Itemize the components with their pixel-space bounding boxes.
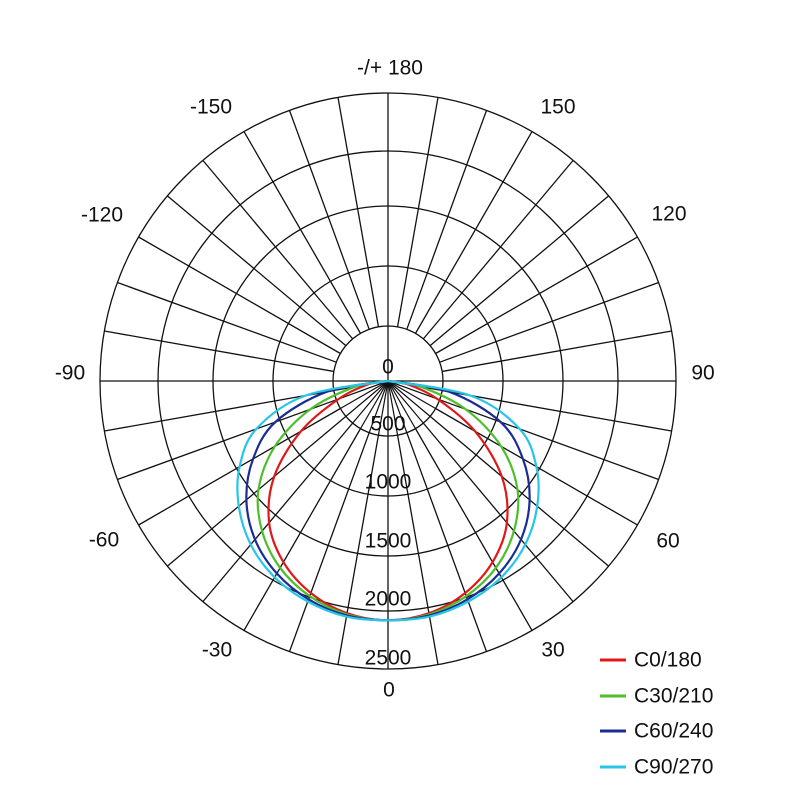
grid-spoke-inner	[387, 380, 424, 424]
grid-spoke-inner	[359, 380, 389, 429]
series-group	[236, 379, 540, 622]
grid-spoke	[414, 131, 533, 334]
grid-spoke	[337, 97, 380, 327]
series-curve-c90-270	[236, 379, 540, 622]
grid-spoke-inner	[368, 380, 389, 433]
radial-labels: 0 500 1000 1500 2000 2500	[365, 356, 412, 670]
angle-tick-label: 150	[540, 96, 575, 119]
angle-tick-label: -30	[202, 639, 232, 662]
grid-spoke	[117, 281, 337, 363]
legend-label: C60/240	[634, 720, 713, 743]
grid-spoke-inner	[377, 380, 389, 436]
grid-spoke-inner	[387, 380, 436, 410]
grid-spoke	[435, 236, 638, 355]
angle-tick-label: -150	[190, 96, 232, 119]
grid-spoke	[442, 330, 672, 373]
angle-tick-label: -120	[81, 204, 123, 227]
grid-spoke	[166, 415, 347, 567]
grid-spoke	[288, 432, 370, 652]
angle-tick-label: 60	[656, 530, 679, 553]
angle-tick-label: 90	[691, 362, 714, 385]
grid-spoke	[337, 435, 380, 665]
grid-spoke-inner	[340, 380, 389, 410]
grid-spoke	[429, 195, 610, 347]
grid-spoke-inner	[336, 380, 389, 401]
grid-spoke	[422, 422, 574, 603]
grid-spoke-inner	[387, 380, 408, 433]
angle-tick-label: -90	[55, 362, 85, 385]
grid-spoke	[243, 428, 362, 631]
legend-label: C30/210	[634, 685, 713, 708]
grid-spoke	[117, 399, 337, 481]
grid-spoke	[288, 110, 370, 330]
grid-spoke	[439, 281, 659, 363]
grid-spoke	[429, 415, 610, 567]
legend-label: C90/270	[634, 756, 713, 779]
grid-spoke	[396, 435, 439, 665]
radial-tick-label: 1500	[365, 530, 412, 553]
grid-spoke	[406, 110, 488, 330]
angle-labels: 0 30 60 90 120 150 -/+ 180 -150 -120 -90 -60 -30	[55, 57, 715, 702]
angle-tick-label: -60	[89, 529, 119, 552]
grid-spoke-inner	[345, 380, 389, 417]
grid-spoke-inner	[387, 380, 399, 436]
grid-spoke	[439, 399, 659, 481]
grid-spoke-inner	[387, 380, 431, 417]
grid-spoke	[414, 428, 533, 631]
grid-spoke	[442, 389, 672, 432]
radial-tick-label: 0	[382, 356, 394, 379]
grid-spoke	[243, 131, 362, 334]
grid-spoke	[166, 195, 347, 347]
angle-tick-label: 30	[541, 639, 564, 662]
grid-spoke	[104, 389, 334, 432]
grid-spoke-inner	[387, 380, 417, 429]
radial-tick-label: 2000	[365, 588, 412, 611]
grid-spoke	[396, 97, 439, 327]
radial-tick-label: 500	[370, 413, 405, 436]
radial-tick-label: 1000	[365, 471, 412, 494]
grid-spoke-inner	[352, 380, 389, 424]
angle-tick-label: 120	[651, 203, 686, 226]
grid-spoke	[202, 159, 354, 340]
angle-tick-label: 0	[383, 679, 395, 702]
grid-spoke-inner	[387, 380, 440, 401]
grid-spoke	[104, 330, 334, 373]
polar-grid	[99, 92, 677, 670]
grid-spoke	[138, 236, 341, 355]
legend-label: C0/180	[634, 649, 702, 672]
angle-tick-label: -/+ 180	[357, 57, 423, 80]
grid-spoke	[406, 432, 488, 652]
grid-spoke	[422, 159, 574, 340]
radial-tick-label: 2500	[365, 647, 412, 670]
grid-spoke	[202, 422, 354, 603]
legend: C0/180 C30/210 C60/240 C90/270	[600, 649, 713, 779]
